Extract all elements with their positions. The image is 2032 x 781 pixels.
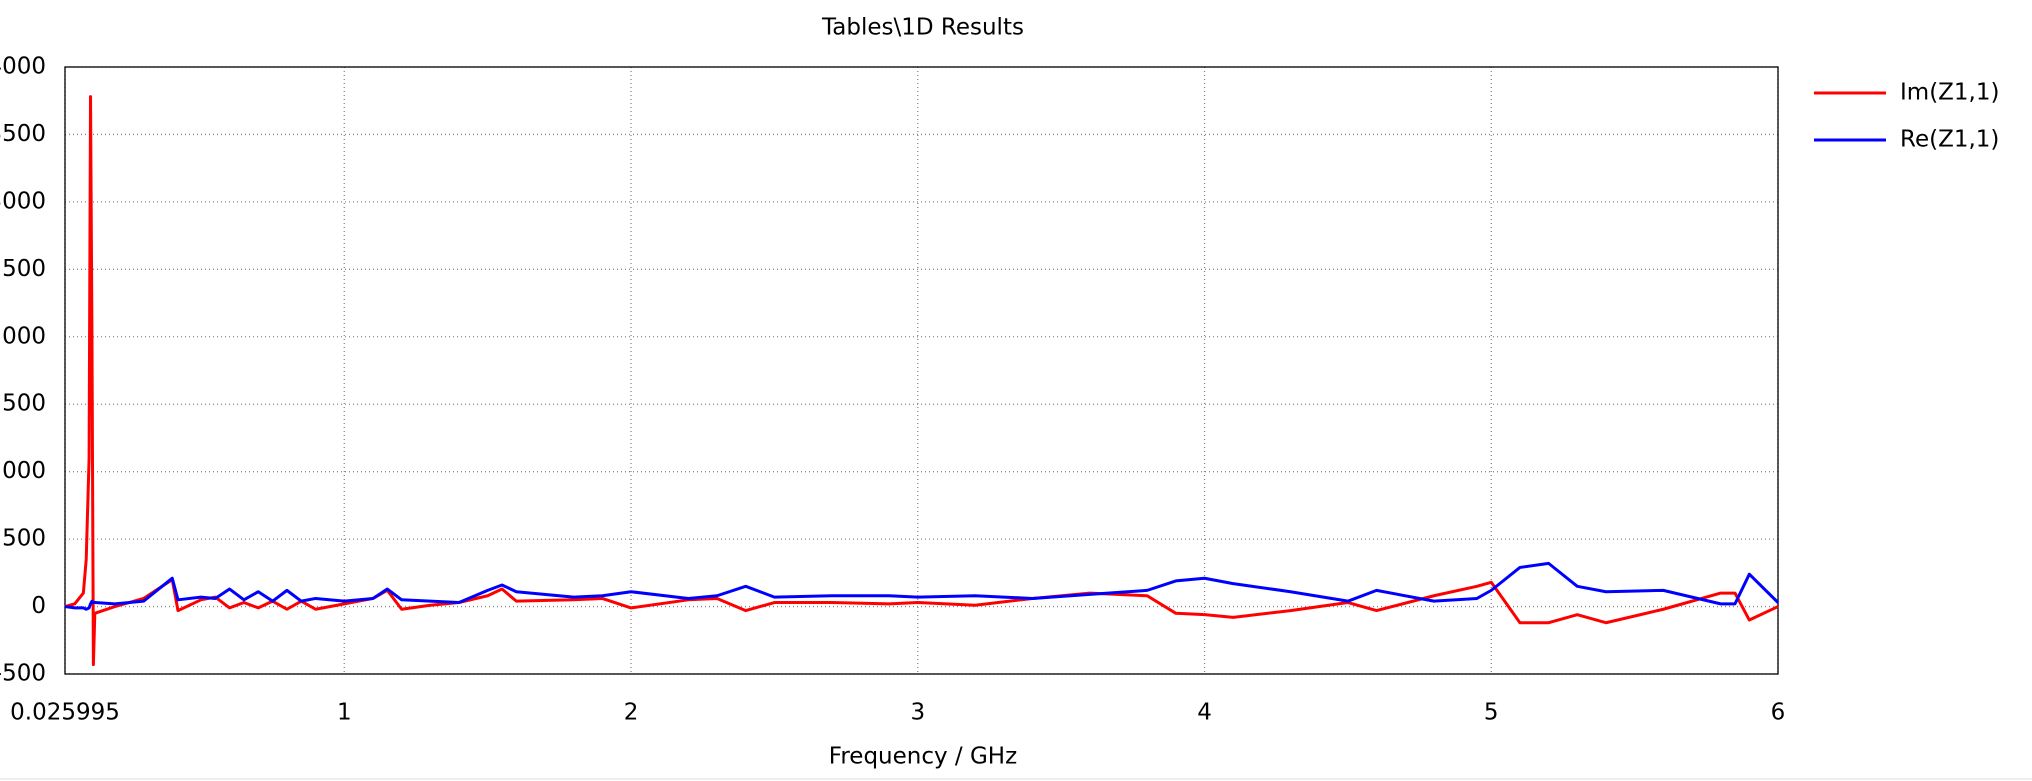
y-tick-label: 1500 — [0, 391, 46, 417]
series-line — [64, 561, 1780, 611]
x-tick-label: 5 — [1484, 700, 1499, 726]
x-tick-label: 3 — [910, 700, 925, 726]
y-tick-label: 2500 — [0, 256, 46, 282]
x-tick-label: 2 — [624, 700, 639, 726]
plot-frame — [64, 66, 1779, 675]
x-axis-label: Frequency / GHz — [829, 744, 1017, 770]
x-tick-label: 6 — [1771, 700, 1786, 726]
y-tick-label: 2000 — [0, 323, 46, 349]
y-tick-label: 4000 — [0, 54, 46, 80]
x-tick-label: 4 — [1197, 700, 1212, 726]
y-tick-label: 1000 — [0, 458, 46, 484]
series-line — [64, 95, 1779, 667]
y-tick-label: 500 — [2, 526, 46, 552]
y-tick-label: 3500 — [0, 121, 46, 147]
y-tick-label: -500 — [0, 661, 46, 687]
x-tick-label: 0.025995 — [10, 700, 120, 726]
chart-title: Tables\1D Results — [821, 15, 1024, 41]
y-tick-label: 3000 — [0, 188, 46, 214]
legend-label: Im(Z1,1) — [1900, 80, 1999, 106]
legend-label: Re(Z1,1) — [1900, 127, 1999, 153]
y-tick-label: 0 — [31, 593, 46, 619]
x-tick-label: 1 — [337, 700, 352, 726]
